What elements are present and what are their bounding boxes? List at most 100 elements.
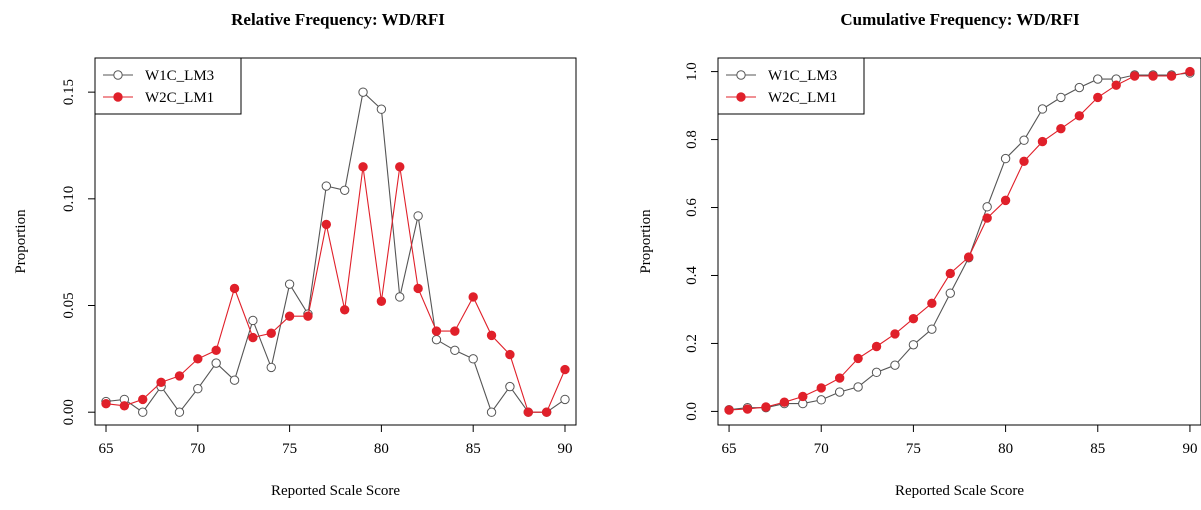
data-point [321, 181, 332, 191]
data-point [266, 328, 276, 338]
legend-box [717, 57, 865, 115]
legend-label: W2C_LM1 [768, 90, 837, 106]
data-point [927, 324, 937, 334]
data-point [523, 407, 533, 417]
y-axis: 0.0 0.2 0.4 0.6 0.8 1.0 [684, 62, 718, 421]
data-point [1166, 71, 1177, 81]
y-tick-label: 0.4 [684, 266, 700, 285]
data-point [742, 404, 753, 414]
data-point [284, 279, 295, 289]
x-axis: 65 70 75 80 85 90 [722, 425, 1197, 457]
plot-frame [717, 57, 1201, 426]
data-point [890, 329, 900, 339]
data-point [266, 362, 276, 373]
series-W2C_LM1 [101, 162, 570, 417]
data-point [413, 283, 423, 294]
data-point [761, 402, 771, 412]
x-axis-label: Reported Scale Score [895, 483, 1024, 499]
data-point [1037, 136, 1048, 147]
data-point [211, 345, 221, 356]
data-point [982, 202, 992, 212]
data-point [1185, 66, 1195, 77]
legend-label: W1C_LM3 [145, 68, 214, 84]
legend: W1C_LM3 W2C_LM1 [94, 57, 242, 115]
y-tick-label: 0.6 [684, 198, 700, 217]
data-point [908, 313, 919, 324]
data-point [468, 354, 478, 364]
data-point [816, 395, 826, 405]
data-point [211, 358, 221, 368]
data-point [395, 162, 405, 172]
data-point [560, 364, 570, 375]
y-tick-label: 0.00 [61, 399, 77, 425]
data-point [468, 292, 478, 302]
data-point [431, 326, 442, 336]
data-point [1074, 82, 1085, 93]
data-point [853, 382, 863, 392]
data-point [1037, 104, 1048, 114]
data-point [505, 349, 515, 360]
data-point [248, 315, 258, 326]
data-point [284, 311, 295, 321]
data-point [248, 332, 258, 343]
legend-marker [736, 92, 746, 102]
legend-marker [736, 70, 746, 80]
x-tick-label: 75 [282, 441, 297, 457]
data-point [1093, 74, 1103, 84]
data-point [486, 407, 497, 417]
y-tick-label: 0.8 [684, 130, 700, 149]
data-point [853, 353, 863, 364]
data-point [908, 340, 919, 350]
x-tick-label: 75 [906, 441, 921, 457]
data-point [376, 104, 387, 114]
y-axis: 0.00 0.05 0.10 0.15 [61, 79, 95, 425]
data-point [890, 360, 900, 370]
data-point [174, 407, 185, 417]
data-point [450, 345, 460, 356]
data-point [1019, 156, 1029, 167]
data-point [1000, 153, 1011, 164]
data-point [358, 162, 368, 172]
x-tick-label: 90 [557, 441, 572, 457]
data-point [541, 407, 552, 417]
data-point [303, 311, 313, 321]
y-tick-label: 0.2 [684, 334, 700, 353]
x-tick-label: 80 [374, 441, 389, 457]
data-point [816, 383, 826, 393]
data-point [358, 87, 368, 97]
legend-entry: W1C_LM3 [103, 68, 214, 84]
data-point [1148, 71, 1158, 81]
data-point [486, 330, 497, 341]
y-axis-label: Proportion [638, 209, 654, 274]
data-point [927, 298, 937, 309]
data-point [798, 391, 808, 402]
data-point [376, 296, 387, 306]
data-point [1019, 135, 1029, 145]
data-point [1056, 92, 1066, 103]
x-tick-label: 65 [99, 441, 114, 457]
data-point [156, 377, 166, 388]
y-tick-label: 0.0 [684, 402, 700, 421]
series-line [105, 91, 566, 414]
data-point [138, 407, 148, 417]
series-W1C_LM3 [724, 68, 1195, 415]
legend-label: W2C_LM1 [145, 90, 214, 106]
legend-entry: W1C_LM3 [726, 68, 837, 84]
data-point [834, 373, 845, 383]
data-point [779, 397, 790, 407]
chart-title: Cumulative Frequency: WD/RFI [840, 10, 1080, 29]
x-tick-label: 65 [722, 441, 737, 457]
data-point [193, 384, 203, 394]
legend-box [94, 57, 242, 115]
x-tick-label: 70 [814, 441, 829, 457]
data-point [834, 387, 845, 397]
data-point [138, 394, 148, 405]
data-point [119, 401, 130, 411]
legend-marker [113, 92, 123, 102]
data-point [1093, 92, 1103, 103]
x-tick-label: 80 [998, 441, 1013, 457]
x-tick-label: 85 [1090, 441, 1105, 457]
data-point [964, 252, 974, 262]
data-point [174, 371, 185, 381]
